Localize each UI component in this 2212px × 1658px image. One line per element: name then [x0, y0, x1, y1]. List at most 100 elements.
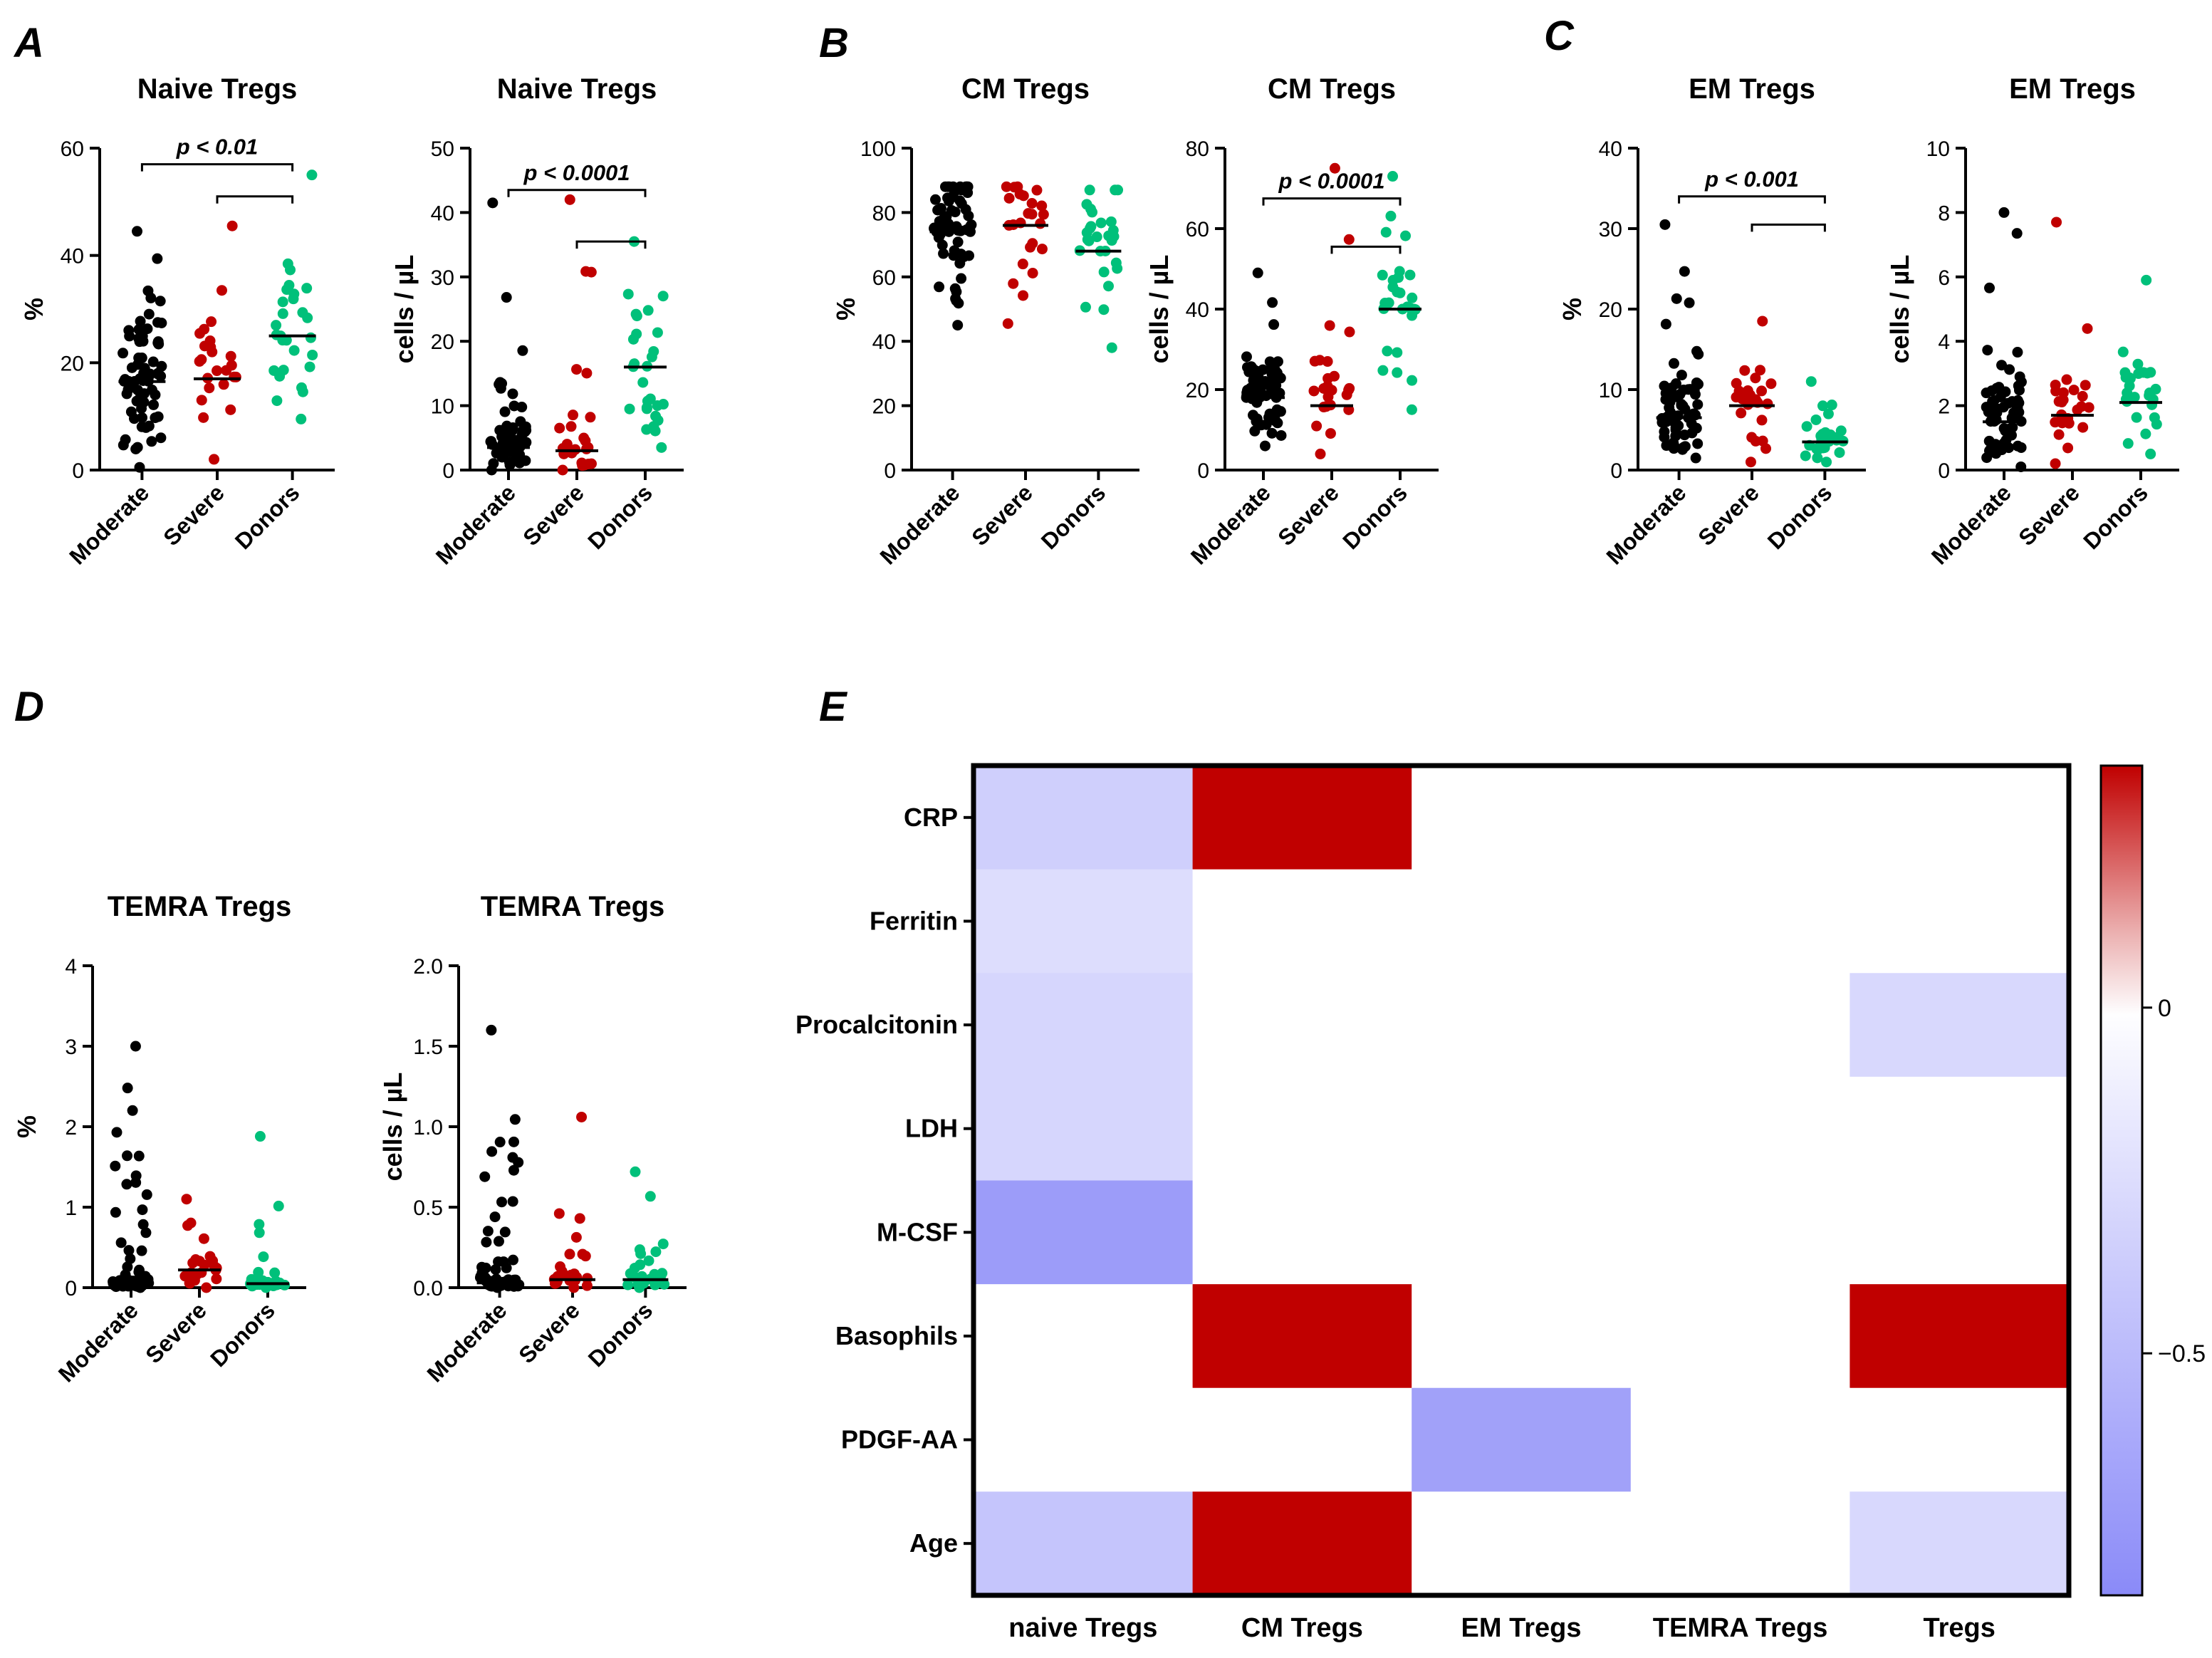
panel-letter-b: B [819, 20, 849, 66]
data-point [137, 1204, 148, 1216]
y-tick-label: 4 [1938, 330, 1950, 354]
data-point [216, 285, 227, 296]
data-point [281, 284, 293, 296]
data-point [581, 1280, 593, 1291]
y-tick-label: 20 [1186, 379, 1209, 402]
data-point [288, 293, 299, 305]
data-point [955, 249, 966, 260]
data-point [1098, 266, 1110, 278]
data-point [218, 379, 229, 390]
data-point [564, 1248, 575, 1260]
data-point [581, 367, 593, 379]
data-point [507, 1152, 518, 1163]
data-point [133, 333, 145, 344]
x-category-label: Severe [1693, 479, 1764, 551]
y-tick-label: 20 [1599, 298, 1622, 322]
data-point [1392, 367, 1403, 378]
data-point [1344, 326, 1355, 338]
data-point [307, 349, 318, 360]
y-tick-label: 0 [65, 1277, 77, 1300]
heatmap-cell [1630, 1284, 1850, 1389]
data-point [1325, 428, 1336, 439]
y-tick-label: 6 [1938, 266, 1950, 290]
plot-title: Naive Tregs [137, 73, 298, 105]
heatmap-cell [1630, 766, 1850, 870]
data-point [1105, 216, 1117, 227]
data-point [132, 226, 143, 237]
heatmap-cell [974, 1180, 1194, 1285]
data-point [650, 1246, 662, 1258]
data-point [152, 253, 163, 264]
data-point [574, 1213, 585, 1224]
data-point [205, 341, 216, 353]
data-point [937, 239, 948, 251]
data-point [1112, 263, 1123, 274]
data-point [1084, 184, 1095, 196]
panel-letter-e: E [819, 684, 848, 730]
data-point [1008, 278, 1019, 289]
data-point [2145, 448, 2156, 459]
data-point [1091, 231, 1102, 243]
data-point [1080, 301, 1091, 313]
data-point [271, 320, 282, 331]
x-category-label: Donors [583, 1297, 658, 1372]
data-point [296, 413, 307, 424]
data-point [949, 207, 961, 218]
data-point [1031, 184, 1043, 196]
heatmap-cell [974, 1284, 1194, 1389]
y-tick-label: 80 [1186, 137, 1209, 161]
data-point [1756, 414, 1768, 426]
heatmap-row-label: PDGF-AA [841, 1425, 958, 1454]
data-point [1745, 457, 1756, 468]
x-category-label: Moderate [1186, 479, 1275, 569]
data-point [126, 362, 137, 373]
y-axis-label: % [19, 298, 48, 320]
data-point [2122, 438, 2134, 449]
data-point [1669, 440, 1680, 452]
data-point [2057, 395, 2069, 406]
data-point [2133, 368, 2144, 380]
heatmap-cell [1412, 1076, 1632, 1181]
y-axis-label: cells / µL [1885, 255, 1914, 364]
data-point [221, 365, 232, 376]
heatmap-column-label: EM Tregs [1461, 1613, 1582, 1643]
significance-bracket [216, 195, 294, 204]
data-point [254, 1131, 266, 1142]
heatmap-cell [1630, 1387, 1850, 1492]
y-tick-label: 60 [872, 266, 896, 290]
data-point [2145, 367, 2156, 378]
data-point [1377, 365, 1389, 376]
data-point [111, 1127, 122, 1138]
x-category-label: Moderate [431, 479, 521, 569]
y-tick-label: 2 [1938, 395, 1950, 419]
data-point [557, 443, 568, 454]
data-point [1821, 457, 1832, 468]
significance-bracket [1751, 223, 1826, 232]
data-point [140, 1227, 152, 1239]
heatmap-cell [1850, 1076, 2070, 1181]
heatmap-row-label: M-CSF [877, 1217, 958, 1246]
data-point [2124, 372, 2135, 383]
data-point [1003, 192, 1015, 204]
heatmap-cell [1630, 973, 1850, 1078]
data-point [1343, 234, 1355, 245]
data-point [507, 388, 518, 400]
data-point [288, 345, 300, 356]
data-point [952, 236, 964, 248]
data-point [143, 308, 155, 320]
x-category-label: Severe [513, 1297, 585, 1368]
heatmap-row-label: Age [909, 1528, 958, 1558]
data-point [2050, 380, 2061, 391]
data-point [1241, 351, 1252, 363]
data-point [194, 355, 205, 367]
heatmap-cell [974, 869, 1194, 974]
data-point [282, 258, 293, 269]
data-point [1027, 238, 1038, 249]
data-point [134, 462, 145, 473]
data-point [938, 248, 949, 259]
data-point [1260, 375, 1271, 387]
data-point [305, 332, 316, 343]
heatmap-cell [1850, 1284, 2070, 1389]
data-point [1998, 386, 2010, 397]
data-point [951, 221, 962, 232]
